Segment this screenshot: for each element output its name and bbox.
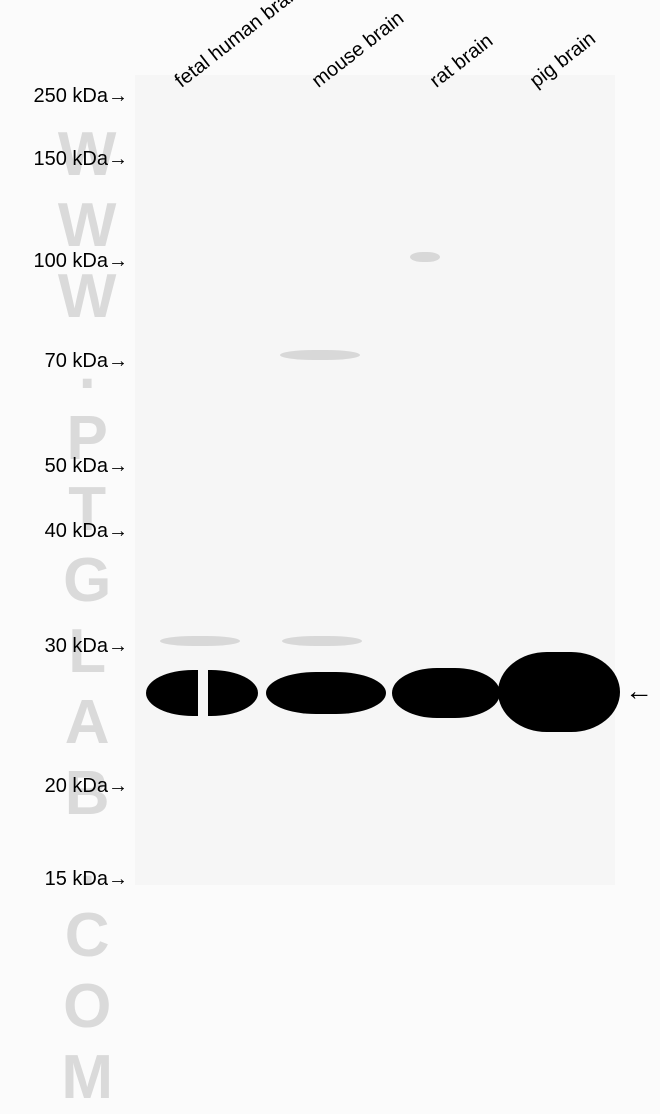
band-lane3 [392, 668, 500, 718]
faint-band [280, 350, 360, 360]
marker-label: 40 kDa→ [45, 520, 128, 543]
faint-band [160, 636, 240, 646]
marker-label: 150 kDa→ [34, 148, 129, 171]
marker-label: 30 kDa→ [45, 635, 128, 658]
marker-label: 15 kDa→ [45, 868, 128, 891]
faint-band [410, 252, 440, 262]
blot-figure: WWW.PTGLAB.COM fetal human brain mouse b… [0, 0, 660, 903]
marker-label: 70 kDa→ [45, 350, 128, 373]
band-lane4 [498, 652, 620, 732]
marker-label: 250 kDa→ [34, 85, 129, 108]
faint-band [282, 636, 362, 646]
target-arrow-icon: ← [625, 675, 653, 707]
band-lane2 [266, 672, 386, 714]
blot-membrane [135, 75, 615, 885]
band-gap [198, 668, 208, 718]
marker-label: 100 kDa→ [34, 250, 129, 273]
marker-label: 50 kDa→ [45, 455, 128, 478]
marker-label: 20 kDa→ [45, 775, 128, 798]
